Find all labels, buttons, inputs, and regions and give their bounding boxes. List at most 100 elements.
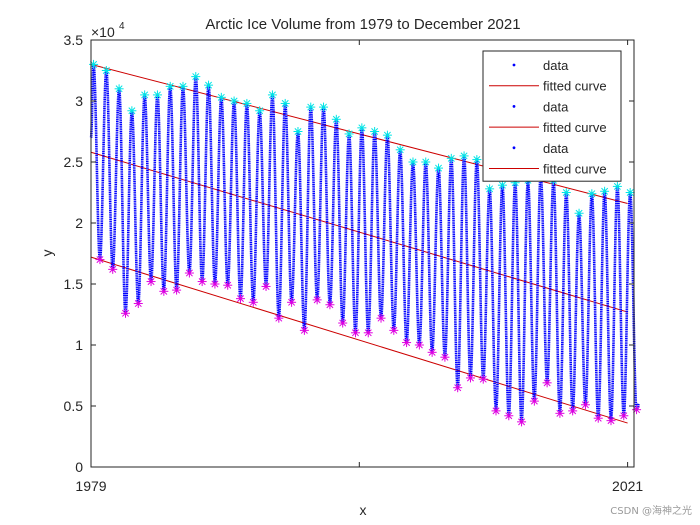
legend-entry-label: data xyxy=(543,58,569,73)
legend-entry-label: data xyxy=(543,99,569,114)
chart-title: Arctic Ice Volume from 1979 to December … xyxy=(205,16,520,33)
y-exponent-power: 4 xyxy=(119,21,125,32)
y-tick-label: 0 xyxy=(75,459,83,475)
annual-min-marker xyxy=(632,405,642,415)
annual-min-marker xyxy=(159,286,169,296)
annual-max-marker xyxy=(267,90,277,100)
annual-max-marker xyxy=(612,181,622,191)
annual-min-marker xyxy=(555,408,565,418)
annual-max-marker xyxy=(434,163,444,173)
annual-min-marker xyxy=(402,338,412,348)
annual-min-marker xyxy=(108,264,118,274)
legend-swatch-data xyxy=(512,63,516,67)
annual-max-marker xyxy=(600,186,610,196)
legend-swatch-data xyxy=(512,146,516,150)
annual-max-marker xyxy=(587,189,597,199)
annual-min-marker xyxy=(197,277,207,287)
annual-max-marker xyxy=(357,123,367,133)
annual-min-marker xyxy=(427,347,437,357)
data-series-line xyxy=(89,61,640,425)
annual-min-marker xyxy=(338,318,348,328)
annual-min-marker xyxy=(146,277,156,287)
annual-max-marker xyxy=(178,81,188,91)
annual-min-marker xyxy=(120,308,130,318)
y-exponent-base: ×10 xyxy=(91,24,115,40)
annual-min-marker xyxy=(542,378,552,388)
legend-box xyxy=(482,50,622,182)
annual-min-marker xyxy=(325,300,335,310)
annual-min-marker xyxy=(440,352,450,362)
legend-entry-label: fitted curve xyxy=(543,162,607,177)
annual-max-marker xyxy=(216,92,226,102)
legend-entry-label: fitted curve xyxy=(543,120,607,135)
annual-min-marker xyxy=(261,281,271,291)
annual-min-marker xyxy=(133,299,143,309)
annual-max-marker xyxy=(140,90,150,100)
annual-max-marker xyxy=(497,180,507,190)
legend: data fitted curve data fitted curve data fitt… xyxy=(482,50,622,182)
annual-min-marker xyxy=(95,255,105,265)
x-axis-ticks: 1979 2021 xyxy=(75,40,643,494)
legend-entry-label: fitted curve xyxy=(543,79,607,94)
annual-min-marker xyxy=(235,294,245,304)
annual-max-marker xyxy=(165,81,175,91)
annual-max-marker xyxy=(101,66,111,75)
annual-min-marker xyxy=(568,406,578,416)
annual-min-marker xyxy=(465,373,475,383)
annual-max-marker xyxy=(114,84,124,94)
fitted-curve-line xyxy=(90,256,628,424)
annual-min-marker xyxy=(389,325,399,335)
legend-entry-label: data xyxy=(543,141,569,156)
y-tick-label: 3.5 xyxy=(64,32,84,48)
annual-min-marker xyxy=(619,411,629,421)
y-tick-label: 3 xyxy=(75,93,83,109)
annual-max-marker xyxy=(319,102,329,112)
data-series xyxy=(89,61,640,425)
annual-max-marker xyxy=(382,130,392,140)
annual-max-marker xyxy=(242,98,252,108)
annual-max-marker xyxy=(331,114,341,124)
y-tick-label: 2 xyxy=(75,215,83,231)
annual-min-marker xyxy=(529,396,539,406)
annual-min-marker xyxy=(504,411,514,421)
annual-max-marker xyxy=(191,72,201,82)
annual-max-marker xyxy=(574,208,584,218)
annual-max-marker xyxy=(255,106,265,116)
annual-max-marker xyxy=(408,157,418,167)
annual-min-marker xyxy=(491,406,501,416)
annual-min-marker xyxy=(580,400,590,410)
annual-max-marker xyxy=(459,151,469,161)
annual-min-marker xyxy=(593,413,603,423)
annual-max-marker xyxy=(472,155,482,165)
plot-frame xyxy=(90,39,635,468)
annual-max-marker xyxy=(344,129,354,139)
annual-min-marker xyxy=(606,416,616,426)
x-tick-label: 2021 xyxy=(612,478,643,494)
y-axis-label: y xyxy=(39,250,55,257)
annual-min-marker xyxy=(287,297,297,307)
annual-min-marker xyxy=(453,383,463,393)
y-tick-label: 2.5 xyxy=(64,154,84,170)
annual-min-marker xyxy=(376,313,386,323)
annual-max-marker xyxy=(280,98,290,108)
annual-min-marker xyxy=(299,325,309,335)
annual-max-marker xyxy=(625,188,635,197)
annual-min-marker xyxy=(184,268,194,278)
legend-swatch-data xyxy=(512,105,516,108)
watermark: CSDN @海神之光 xyxy=(610,506,692,517)
annual-max-marker xyxy=(370,127,380,136)
annual-min-marker xyxy=(248,297,258,307)
x-tick-label: 1979 xyxy=(75,478,106,494)
annual-max-marker xyxy=(421,157,431,167)
y-tick-label: 0.5 xyxy=(64,398,84,414)
annual-max-marker xyxy=(293,127,303,136)
x-axis-label: x xyxy=(360,502,367,518)
annual-min-marker xyxy=(363,328,373,338)
annual-max-marker xyxy=(446,153,456,163)
annual-min-marker xyxy=(223,280,233,290)
annual-max-marker xyxy=(152,90,162,100)
annual-max-marker xyxy=(127,106,137,116)
annual-max-marker xyxy=(204,80,214,90)
annual-max-marker xyxy=(561,188,571,197)
